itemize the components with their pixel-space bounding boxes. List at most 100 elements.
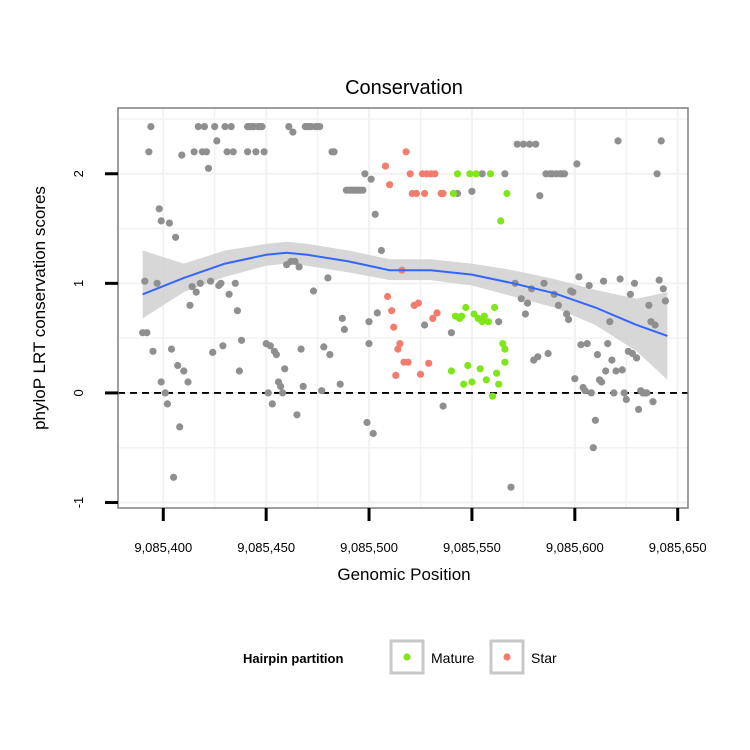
point-other [536, 192, 544, 200]
point-mature [486, 170, 495, 178]
point-other [223, 148, 231, 156]
point-other [439, 402, 447, 410]
point-other [517, 295, 525, 303]
point-other [478, 170, 486, 178]
point-mature [464, 361, 472, 370]
point-other [309, 287, 318, 295]
point-other [651, 321, 659, 329]
point-other [532, 140, 540, 148]
point-other [661, 297, 670, 305]
point-mature [501, 358, 509, 366]
plot-border [117, 107, 689, 509]
point-mature [497, 217, 505, 225]
point-other [583, 340, 591, 348]
point-mature [476, 365, 484, 373]
point-star [388, 307, 396, 315]
point-other [587, 389, 595, 397]
point-other [495, 318, 503, 326]
y-tick-label: 1 [71, 280, 86, 287]
point-other [606, 318, 614, 326]
x-tick-label: 9,085,450 [237, 540, 295, 555]
y-axis: -1 0 1 2 [71, 170, 118, 508]
point-other [365, 318, 373, 326]
point-other [289, 128, 297, 136]
point-other [659, 285, 667, 293]
plot-panel [117, 107, 689, 509]
point-star [414, 299, 422, 307]
point-other [324, 274, 332, 282]
point-other [513, 140, 521, 148]
point-other [157, 217, 165, 225]
point-other [507, 483, 515, 491]
point-other [268, 400, 276, 408]
point-star [384, 292, 392, 301]
point-other [565, 315, 573, 324]
point-other [207, 277, 215, 285]
point-other [573, 160, 581, 168]
point-other [149, 347, 157, 355]
point-star [392, 371, 400, 379]
point-other [184, 378, 192, 386]
point-other [233, 307, 241, 315]
point-other [544, 349, 552, 358]
point-other [468, 187, 476, 195]
point-other [614, 137, 622, 145]
point-other [622, 395, 630, 404]
point-other [180, 367, 188, 375]
point-mature [472, 170, 480, 178]
point-other [363, 418, 371, 427]
point-mature [484, 318, 492, 326]
point-other [616, 275, 624, 283]
point-star [386, 181, 394, 189]
point-other [447, 329, 455, 337]
point-other [367, 175, 375, 183]
point-other [373, 309, 381, 317]
point-other [157, 378, 165, 386]
x-tick-label: 9,085,400 [134, 540, 192, 555]
point-other [235, 367, 243, 375]
point-other [585, 281, 593, 290]
point-other [285, 123, 293, 131]
y-tick-label: -1 [71, 497, 86, 509]
point-other [225, 290, 233, 298]
point-other [633, 354, 641, 362]
point-other [209, 348, 217, 356]
point-mature [493, 369, 501, 377]
point-mature [488, 392, 497, 400]
point-other [377, 246, 385, 255]
point-other [371, 210, 379, 218]
point-other [534, 353, 542, 361]
point-other [540, 279, 548, 287]
point-other [170, 473, 178, 481]
point-other [521, 310, 530, 318]
point-other [161, 389, 169, 397]
point-star [412, 189, 420, 198]
point-mature [449, 189, 457, 198]
point-star [429, 314, 437, 322]
point-mature [499, 340, 507, 348]
point-other [554, 301, 563, 309]
point-mature [491, 303, 499, 312]
y-axis-title: phyloP LRT conservation scores [30, 186, 49, 430]
point-mature [482, 376, 490, 384]
point-other [612, 367, 620, 375]
point-other [244, 148, 252, 156]
point-other [338, 314, 346, 322]
y-tick-label: 0 [71, 389, 86, 396]
point-other [192, 288, 200, 296]
y-tick-label: 2 [71, 170, 86, 177]
point-other [266, 342, 274, 350]
point-star [396, 340, 404, 348]
point-other [610, 389, 618, 397]
x-tick-label: 9,085,600 [546, 540, 604, 555]
point-other [147, 123, 155, 131]
point-other [501, 170, 509, 178]
point-star [402, 148, 410, 156]
point-other [293, 411, 301, 419]
point-other [190, 148, 198, 156]
point-other [176, 423, 184, 431]
point-other [655, 276, 663, 284]
legend-label-mature: Mature [431, 650, 475, 666]
point-other [172, 233, 180, 241]
